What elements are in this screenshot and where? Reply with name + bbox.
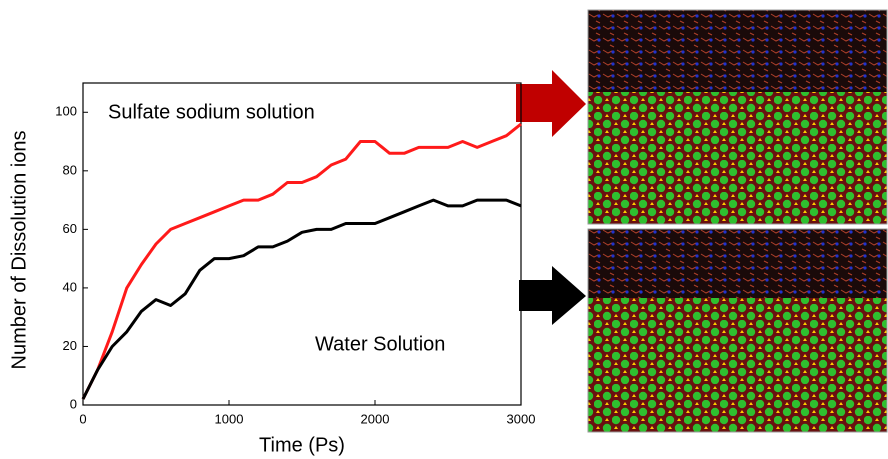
y-tick-label: 40 [63, 279, 77, 294]
series-line [81, 198, 522, 400]
x-axis-label: Time (Ps) [259, 434, 345, 456]
y-tick-label: 100 [55, 104, 77, 119]
y-tick-label: 0 [70, 396, 77, 411]
y-tick-label: 80 [63, 162, 77, 177]
x-tick-label: 3000 [507, 411, 536, 426]
snapshot-top [587, 9, 888, 225]
snapshot-bottom [587, 228, 888, 433]
plot-frame [82, 82, 522, 406]
red-arrow [516, 70, 586, 137]
x-tick-label: 2000 [361, 411, 390, 426]
annotation: Sulfate sodium solution [108, 101, 315, 123]
y-axis-label: Number of Dissolution ions [8, 131, 30, 370]
y-tick-label: 20 [63, 338, 77, 353]
x-tick-label: 1000 [215, 411, 244, 426]
series-line [81, 122, 522, 400]
x-tick-label: 0 [79, 411, 86, 426]
annotation: Water Solution [315, 333, 445, 355]
black-arrow [519, 266, 586, 325]
y-tick-label: 60 [63, 221, 77, 236]
